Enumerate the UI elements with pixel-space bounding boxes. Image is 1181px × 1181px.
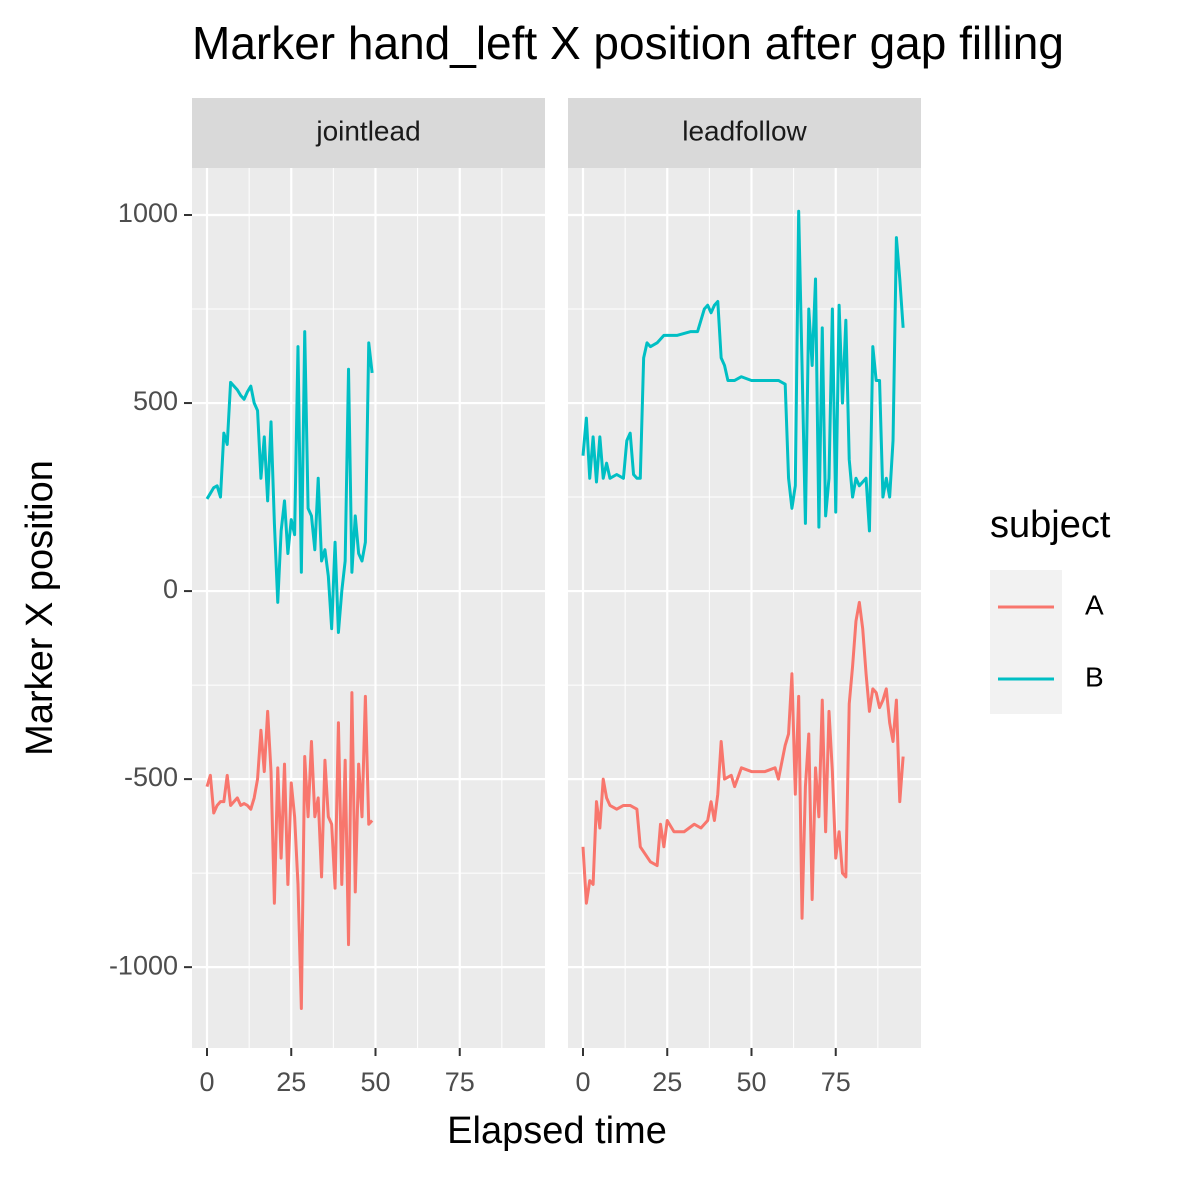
- chart-title: Marker hand_left X position after gap fi…: [192, 17, 1064, 69]
- x-axis-title: Elapsed time: [447, 1110, 667, 1152]
- strip-label: jointlead: [315, 115, 420, 146]
- x-tick-label: 50: [360, 1067, 390, 1097]
- y-tick-label: 500: [133, 386, 178, 416]
- series-line: [581, 209, 905, 533]
- x-tick-label: 25: [652, 1067, 682, 1097]
- panel-background: [192, 168, 545, 1048]
- x-tick-label: 75: [821, 1067, 851, 1097]
- x-tick-label: 75: [445, 1067, 475, 1097]
- strip-background: [568, 98, 921, 168]
- legend-key-background: [990, 570, 1062, 714]
- series-line: [205, 330, 374, 634]
- strip-background: [192, 98, 545, 168]
- strip-label: leadfollow: [682, 115, 807, 146]
- series-line: [581, 600, 905, 920]
- legend-label: B: [1085, 661, 1104, 692]
- x-tick-label: 25: [276, 1067, 306, 1097]
- series-line: [205, 691, 374, 1011]
- y-tick-label: 1000: [118, 198, 178, 228]
- y-axis-title: Marker X position: [19, 460, 61, 756]
- panel-background: [568, 168, 921, 1048]
- x-tick-label: 50: [736, 1067, 766, 1097]
- legend-title: subject: [990, 504, 1111, 546]
- y-tick-label: -500: [124, 762, 178, 792]
- x-tick-label: 0: [199, 1067, 214, 1097]
- y-tick-label: 0: [163, 574, 178, 604]
- legend-label: A: [1085, 589, 1104, 620]
- x-tick-label: 0: [575, 1067, 590, 1097]
- y-tick-label: -1000: [109, 950, 178, 980]
